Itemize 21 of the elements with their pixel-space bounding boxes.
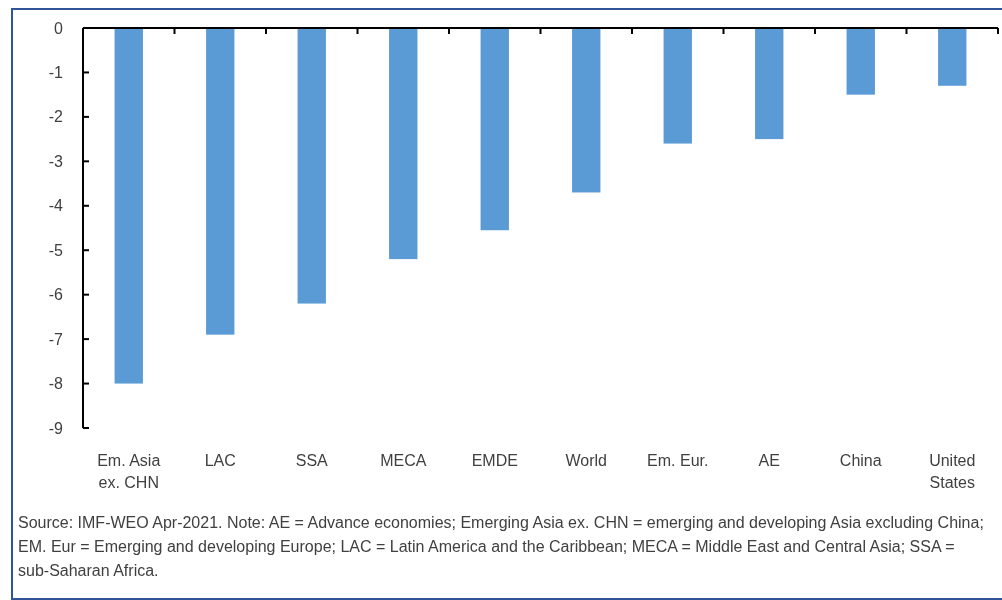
x-tick-label: World — [565, 452, 607, 469]
y-tick-label: -3 — [48, 152, 64, 170]
y-tick-label: -5 — [48, 241, 64, 259]
x-tick-label: EMDE — [471, 452, 518, 469]
x-tick-label: Em. Asia ex. CHN — [97, 452, 161, 491]
x-tick-label: MECA — [380, 452, 427, 469]
y-tick-label: 0 — [54, 19, 64, 37]
y-tick-label: -7 — [48, 330, 64, 348]
y-tick-label: -6 — [48, 286, 64, 304]
x-tick-label: AE — [758, 452, 780, 469]
y-tick-label: -8 — [48, 375, 64, 393]
source-note: Source: IMF-WEO Apr-2021. Note: AE = Advance economies; Emerging Asia ex. CHN = emerging and developing Asia excluding China; EM. Eur = Emerging and developing Europe; LAC = Latin America and the Caribbean; MECA = Middle East and Central Asia; SSA = sub-Saharan Africa. — [18, 514, 984, 579]
x-tick-label: SSA — [295, 452, 329, 469]
y-tick-label: -2 — [48, 108, 64, 126]
y-tick-label: -4 — [48, 197, 64, 215]
x-tick-label: United States — [929, 452, 976, 491]
x-tick-label: Em. Eur. — [647, 452, 709, 469]
y-tick-label: -9 — [48, 419, 64, 437]
x-tick-label: China — [839, 452, 882, 469]
y-tick-label: -1 — [48, 64, 64, 82]
x-tick-label: LAC — [204, 452, 236, 469]
